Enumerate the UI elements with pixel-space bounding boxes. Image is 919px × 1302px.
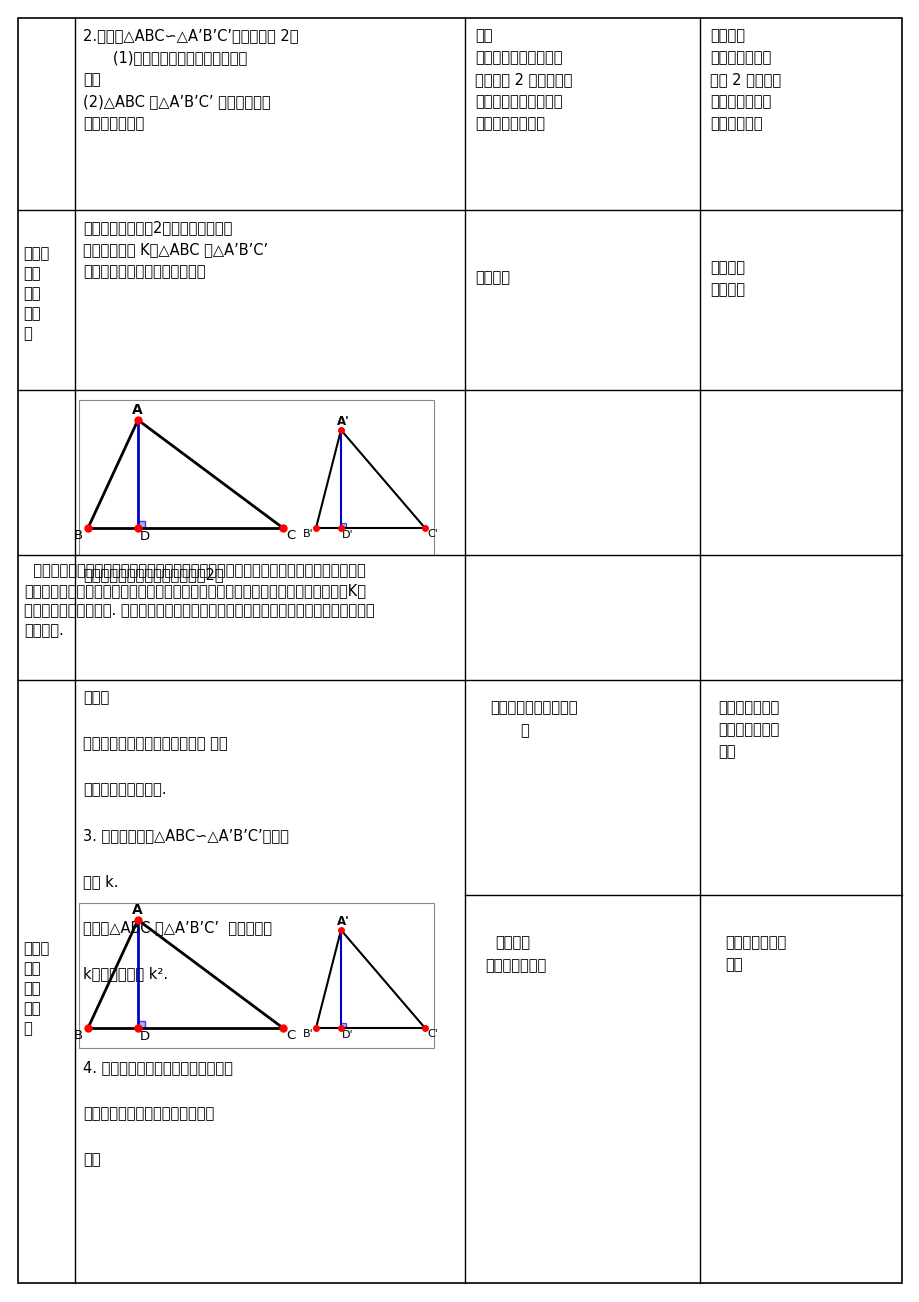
Text: 课堂练习本上: 课堂练习本上 xyxy=(709,116,762,132)
Text: 计算: 计算 xyxy=(23,267,40,281)
Text: 过程: 过程 xyxy=(717,743,734,759)
Text: 4. 两个相似的四边形的周长比等于相: 4. 两个相似的四边形的周长比等于相 xyxy=(83,1060,233,1075)
Text: 教师引导并展示证明过: 教师引导并展示证明过 xyxy=(490,700,577,715)
Text: 生生互动: 生生互动 xyxy=(709,283,744,297)
Text: （三）: （三） xyxy=(23,941,50,957)
Text: (1)请你写出图中所有成比例的线: (1)请你写出图中所有成比例的线 xyxy=(99,49,247,65)
Text: 学生类比与转化: 学生类比与转化 xyxy=(484,958,546,973)
Text: 定理: 定理 xyxy=(23,961,40,976)
Text: 相似比为 2 时，尝试求: 相似比为 2 时，尝试求 xyxy=(474,72,572,87)
Text: 比为 k.: 比为 k. xyxy=(83,874,119,889)
Text: 定理：: 定理： xyxy=(83,690,109,704)
Text: B: B xyxy=(74,1029,83,1042)
Text: 与推: 与推 xyxy=(23,1001,40,1017)
Text: 师生互动: 师生互动 xyxy=(709,260,744,275)
Text: 少？面积比呢？: 少？面积比呢？ xyxy=(83,116,144,132)
Bar xyxy=(79,904,434,1048)
Text: 教师: 教师 xyxy=(474,29,492,43)
Text: A: A xyxy=(131,404,142,417)
Text: 学生思考并反思: 学生思考并反思 xyxy=(717,700,778,715)
Text: (2)△ABC 与△A’B’C’ 的周长比是多: (2)△ABC 与△A’B’C’ 的周长比是多 xyxy=(83,94,270,109)
Text: B': B' xyxy=(302,529,313,539)
Bar xyxy=(341,523,346,529)
Text: A': A' xyxy=(336,915,349,928)
Text: A: A xyxy=(131,904,142,917)
Bar xyxy=(79,400,434,555)
Text: 学生思考并尝试: 学生思考并尝试 xyxy=(724,935,786,950)
Text: 周长比和面积比做铺垫. 由此让学生感悟由特殊到一般的归纳思想和方法，体会类比的数学: 周长比和面积比做铺垫. 由此让学生感悟由特殊到一般的归纳思想和方法，体会类比的数… xyxy=(24,603,374,618)
Text: 相似三角形的周长比等于相似比 面积: 相似三角形的周长比等于相似比 面积 xyxy=(83,736,227,751)
Bar xyxy=(138,521,145,529)
Text: 证明: 证明 xyxy=(724,957,742,973)
Text: 比为 2 时，周长: 比为 2 时，周长 xyxy=(709,72,780,87)
Text: B: B xyxy=(74,529,83,542)
Text: 求证：△ABC 与△A’B’C’  的周长比是: 求证：△ABC 与△A’B’C’ 的周长比是 xyxy=(83,921,272,935)
Text: 段；: 段； xyxy=(83,72,100,87)
Text: 猜想相似比为 K，△ABC 与△A’B’C’: 猜想相似比为 K，△ABC 与△A’B’C’ xyxy=(83,242,267,256)
Text: 教师引导: 教师引导 xyxy=(474,270,509,285)
Text: 广: 广 xyxy=(23,1022,32,1036)
Text: 思考：由相似比为2的经验。请同学们: 思考：由相似比为2的经验。请同学们 xyxy=(83,220,233,234)
Text: 课堂巡查，引导学生在: 课堂巡查，引导学生在 xyxy=(474,49,562,65)
Text: B': B' xyxy=(302,1029,313,1039)
Text: D': D' xyxy=(342,1030,353,1040)
Text: D': D' xyxy=(342,530,353,540)
Text: 2.如图，△ABC∽△A’B’C’，相似比为 2，: 2.如图，△ABC∽△A’B’C’，相似比为 2， xyxy=(83,29,298,43)
Text: 似比情况下，如何求解周长比和面积比的经验为猜想并尝试推导一般情况下相似比为K）: 似比情况下，如何求解周长比和面积比的经验为猜想并尝试推导一般情况下相似比为K） xyxy=(24,583,366,598)
Text: 想: 想 xyxy=(23,327,32,341)
Text: k，面积比等于 k².: k，面积比等于 k². xyxy=(83,966,168,980)
Text: 探究: 探究 xyxy=(23,286,40,302)
Text: C': C' xyxy=(426,1029,437,1039)
Text: 证明: 证明 xyxy=(23,982,40,996)
Text: C: C xyxy=(286,529,295,542)
Text: （二）: （二） xyxy=(23,246,50,262)
Text: 设计意图：学生通过计算相似比为时，两个相似三角形的周长与面积比，积累在特殊相: 设计意图：学生通过计算相似比为时，两个相似三角形的周长与面积比，积累在特殊相 xyxy=(24,562,366,578)
Text: D: D xyxy=(140,1030,150,1043)
Text: 的周长之比和面积之比为多少？: 的周长之比和面积之比为多少？ xyxy=(83,264,205,279)
Bar xyxy=(138,1021,145,1029)
Text: 实在课堂练习本上: 实在课堂练习本上 xyxy=(474,116,544,132)
Text: 思想方法.: 思想方法. xyxy=(24,622,63,638)
Text: 引出课题：相似三角形的性质（2）: 引出课题：相似三角形的性质（2） xyxy=(83,566,223,582)
Text: C: C xyxy=(286,1029,295,1042)
Text: 并尝试求解相似: 并尝试求解相似 xyxy=(709,49,770,65)
Text: A': A' xyxy=(336,415,349,428)
Text: 出周长和面积比，并落: 出周长和面积比，并落 xyxy=(474,94,562,109)
Text: 与猜: 与猜 xyxy=(23,306,40,322)
Text: 学生思考: 学生思考 xyxy=(709,29,744,43)
Text: 吗？: 吗？ xyxy=(83,1152,100,1167)
Text: 和面积比，写在: 和面积比，写在 xyxy=(709,94,770,109)
Text: 自己证明的思路: 自己证明的思路 xyxy=(717,723,778,737)
Text: C': C' xyxy=(426,529,437,539)
Bar xyxy=(341,1023,346,1029)
Text: 教师引导: 教师引导 xyxy=(494,935,529,950)
Text: 程: 程 xyxy=(519,723,528,738)
Text: 似比吗？面积比等于相似比的平方: 似比吗？面积比等于相似比的平方 xyxy=(83,1105,214,1121)
Text: 3. 已知：如图，△ABC∽△A’B’C’，相似: 3. 已知：如图，△ABC∽△A’B’C’，相似 xyxy=(83,828,289,842)
Text: D: D xyxy=(140,530,150,543)
Text: 比等于相似比的平方.: 比等于相似比的平方. xyxy=(83,783,166,797)
